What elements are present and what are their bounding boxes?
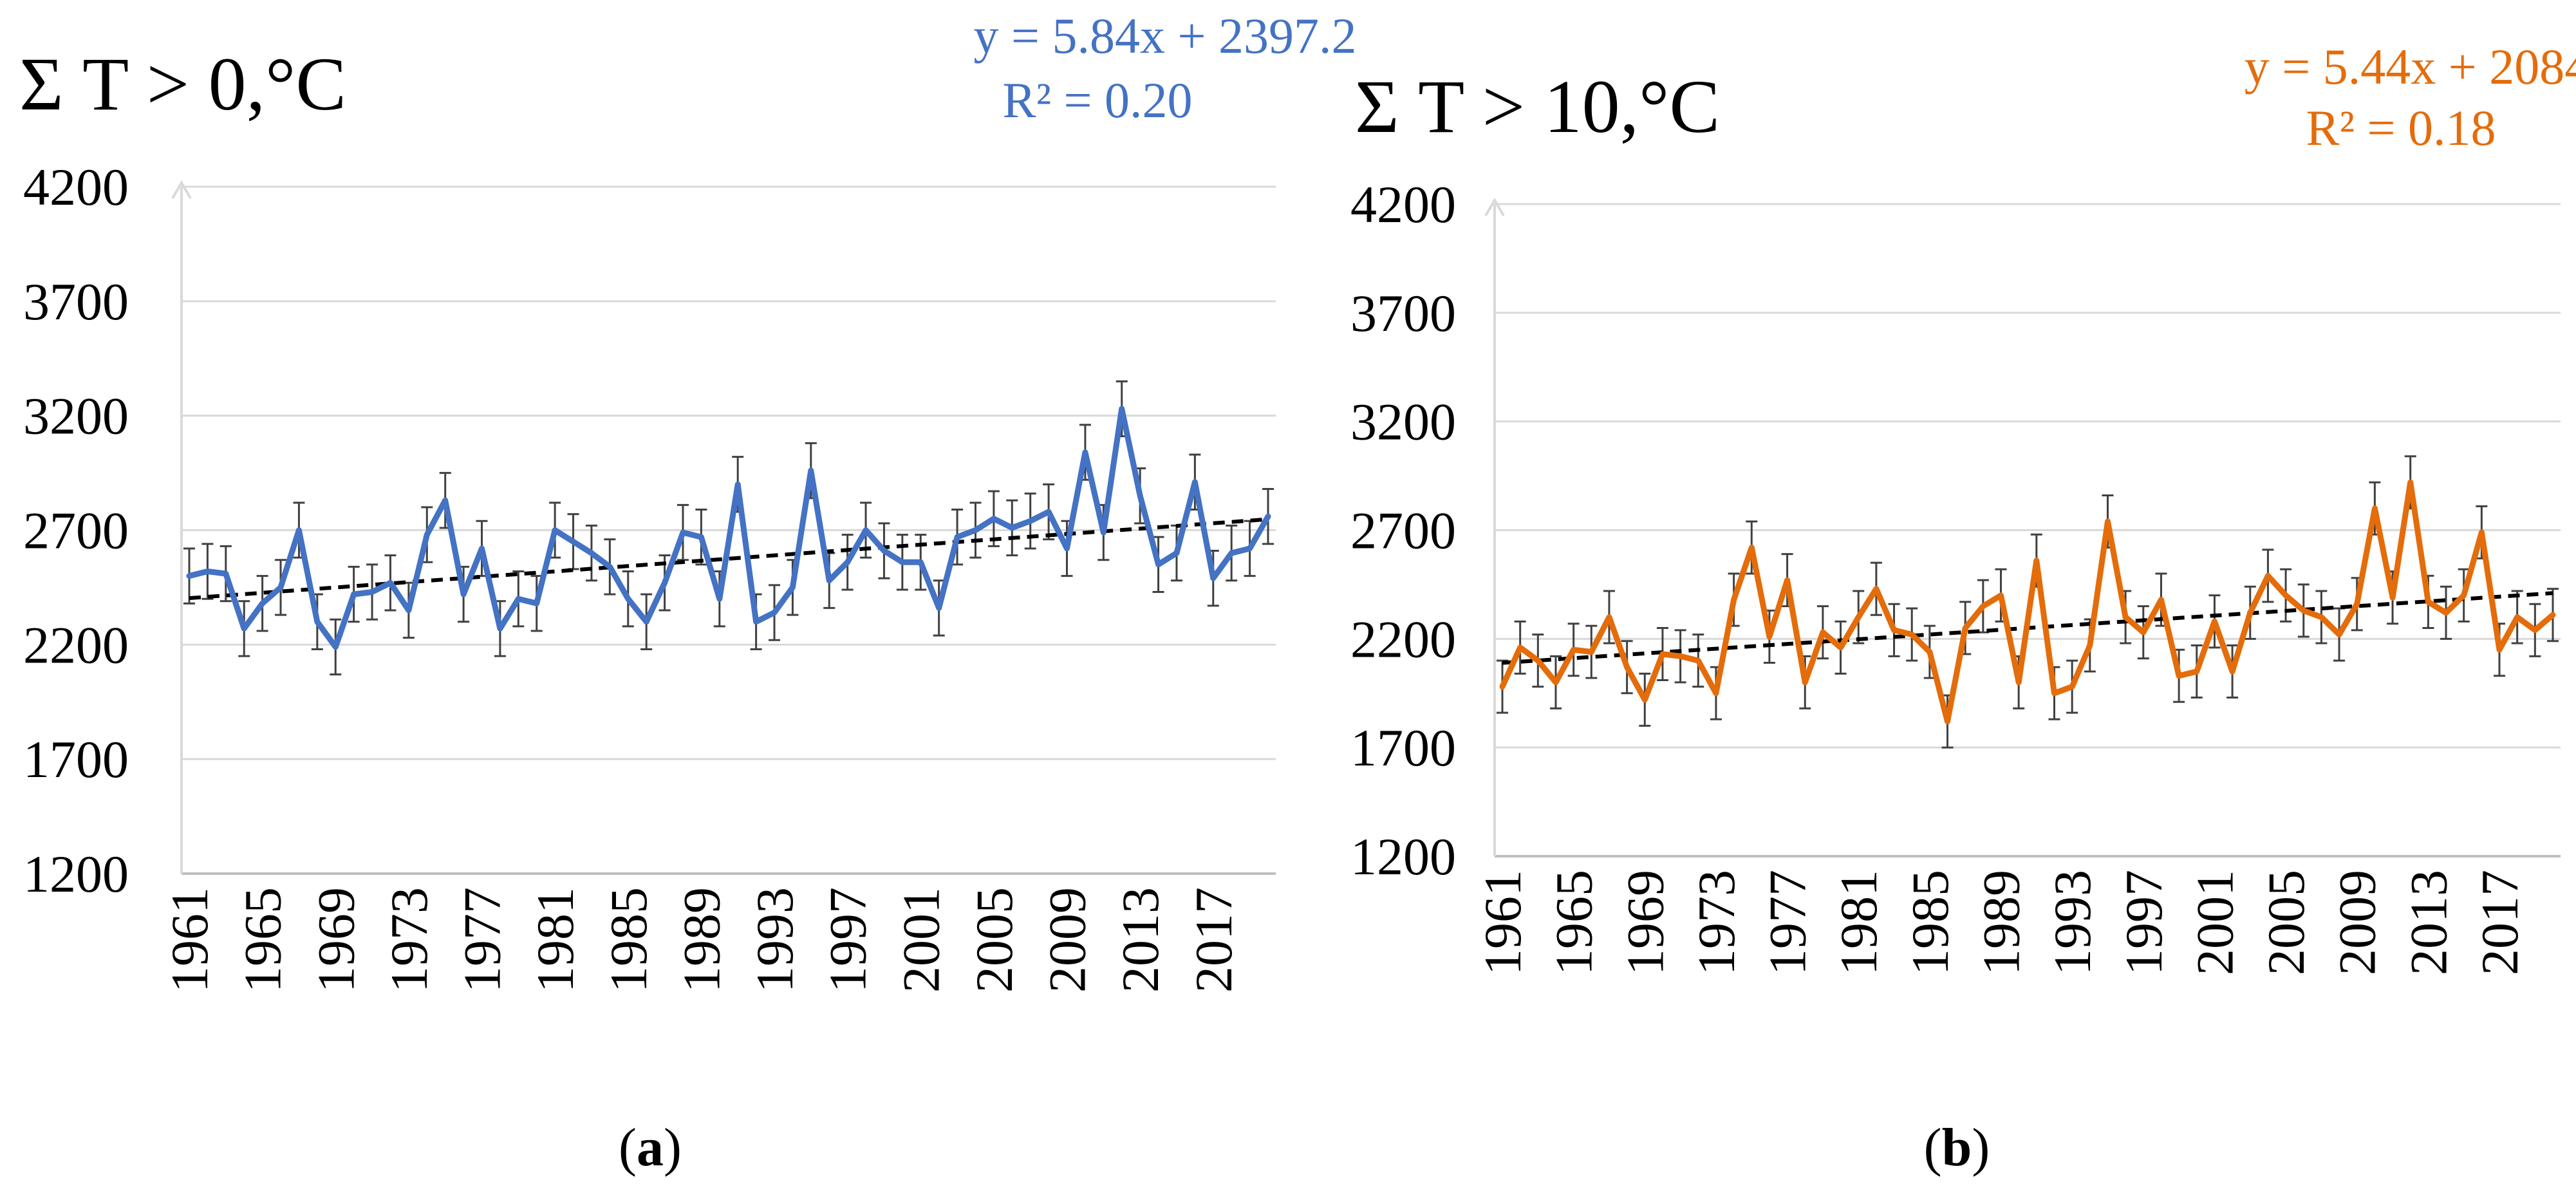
x-tick-label: 1965 xyxy=(1545,870,1603,975)
trend-equation: y = 5.84x + 2397.2 xyxy=(974,8,1357,64)
x-tick-label: 1981 xyxy=(1829,870,1888,975)
y-tick-label: 4200 xyxy=(1350,175,1456,234)
r-squared-label: R² = 0.18 xyxy=(2306,100,2496,156)
caption-b: (b) xyxy=(1924,1118,1990,1177)
x-axis-labels: 1961 1965 1969 1973 1977 1981 1985 1989 1993 1997… xyxy=(160,887,1243,993)
x-tick-label: 1997 xyxy=(2114,870,2173,975)
r-squared-label: R² = 0.20 xyxy=(1003,72,1193,128)
series-line xyxy=(186,406,1271,650)
y-axis-arrow xyxy=(171,180,192,200)
y-tick-label: 1700 xyxy=(1350,718,1456,777)
x-tick-label: 1973 xyxy=(1687,870,1746,975)
x-tick-label: 1969 xyxy=(1616,870,1674,975)
x-tick-label: 2009 xyxy=(2328,870,2387,975)
caption-b-letter: b xyxy=(1942,1118,1972,1177)
x-axis-labels: 1961 1965 1969 1973 1977 1981 1985 1989 1993 1997… xyxy=(1473,870,2529,975)
y-tick-label: 3700 xyxy=(1350,284,1456,342)
caption-a: (a) xyxy=(619,1118,682,1177)
x-tick-label: 2001 xyxy=(891,887,950,993)
x-tick-label: 1993 xyxy=(2043,870,2102,975)
y-tick-label: 4200 xyxy=(23,158,129,216)
x-tick-label: 2005 xyxy=(965,887,1023,993)
x-tick-label: 1989 xyxy=(672,887,731,993)
y-tick-label: 2700 xyxy=(23,502,129,560)
series-line-group xyxy=(186,406,1271,650)
x-tick-label: 1989 xyxy=(1972,870,2031,975)
x-tick-label: 1973 xyxy=(380,887,438,993)
y-tick-label: 1200 xyxy=(1350,827,1456,886)
y-tick-label: 1700 xyxy=(23,730,129,789)
chart-title: Σ T > 10,°C xyxy=(1355,64,1720,149)
axes xyxy=(1484,198,2561,858)
chart-panel-b: Σ T > 10,°C y = 5.44x + 2084 R² = 0.18 4… xyxy=(1350,39,2576,975)
y-tick-label: 3200 xyxy=(1350,393,1456,451)
x-tick-label: 2013 xyxy=(1111,887,1170,993)
x-tick-label: 2017 xyxy=(1184,887,1243,993)
x-tick-label: 1969 xyxy=(306,887,365,993)
x-tick-label: 2017 xyxy=(2470,870,2529,975)
x-tick-label: 1985 xyxy=(599,887,658,993)
y-axis-labels: 4200 3700 3200 2700 2200 1700 1200 xyxy=(23,158,129,903)
y-axis-labels: 4200 3700 3200 2700 2200 1700 1200 xyxy=(1350,175,1456,886)
gridlines xyxy=(182,185,1276,760)
x-tick-label: 1965 xyxy=(234,887,292,993)
trendline-group xyxy=(189,517,1269,601)
x-tick-label: 1981 xyxy=(526,887,584,993)
y-tick-label: 1200 xyxy=(23,845,129,903)
y-axis-arrow xyxy=(1484,198,1505,217)
x-tick-label: 1985 xyxy=(1901,870,1959,975)
x-tick-label: 2009 xyxy=(1038,887,1097,993)
series-line xyxy=(1499,479,2556,725)
x-tick-label: 1977 xyxy=(1759,870,1817,975)
chart-title: Σ T > 0,°C xyxy=(19,42,346,126)
y-tick-label: 3700 xyxy=(23,272,129,331)
y-tick-label: 2700 xyxy=(1350,502,1456,560)
y-tick-label: 2200 xyxy=(1350,610,1456,668)
gridlines xyxy=(1495,203,2561,749)
x-tick-label: 1961 xyxy=(160,887,219,993)
x-tick-label: 2001 xyxy=(2185,870,2244,975)
x-tick-label: 1977 xyxy=(453,887,512,993)
x-tick-label: 2013 xyxy=(2399,870,2458,975)
x-tick-label: 2005 xyxy=(2257,870,2315,975)
caption-a-letter: a xyxy=(637,1118,664,1177)
chart-panel-a: Σ T > 0,°C y = 5.84x + 2397.2 R² = 0.20 … xyxy=(19,8,1356,993)
series-line-group xyxy=(1499,479,2556,725)
trendline xyxy=(189,517,1269,601)
trend-equation: y = 5.44x + 2084 xyxy=(2245,39,2576,95)
axes xyxy=(171,180,1276,875)
y-tick-label: 3200 xyxy=(23,387,129,445)
x-tick-label: 1993 xyxy=(745,887,804,993)
x-tick-label: 1997 xyxy=(819,887,877,993)
x-tick-label: 1961 xyxy=(1473,870,1532,975)
y-tick-label: 2200 xyxy=(23,615,129,674)
